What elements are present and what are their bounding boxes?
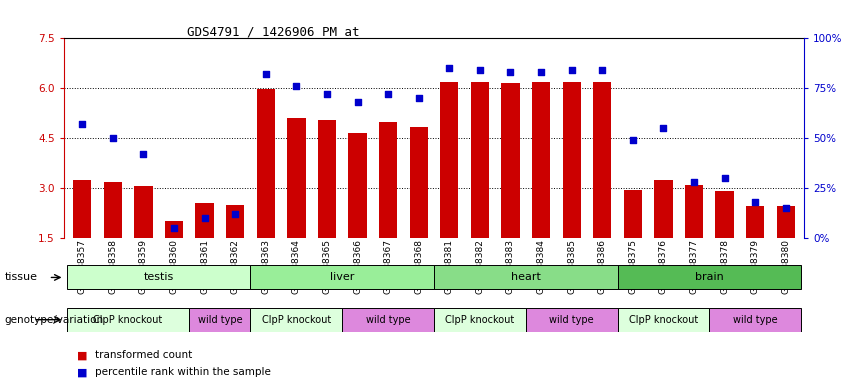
Point — [688, 179, 701, 185]
Bar — [196, 203, 214, 238]
Text: genotype/variation: genotype/variation — [4, 314, 103, 325]
Text: tissue: tissue — [4, 272, 37, 283]
Point — [167, 225, 180, 231]
Bar — [777, 207, 795, 238]
Text: liver: liver — [330, 272, 354, 283]
Point — [412, 95, 426, 101]
Bar — [73, 180, 91, 238]
Point — [228, 211, 242, 217]
Text: wild type: wild type — [366, 314, 410, 325]
Bar — [434, 308, 526, 332]
Bar — [593, 82, 612, 238]
Point — [259, 71, 272, 78]
Point — [718, 175, 732, 181]
Point — [779, 205, 792, 211]
Point — [473, 67, 487, 73]
Point — [565, 67, 579, 73]
Bar — [226, 205, 244, 238]
Text: ClpP knockout: ClpP knockout — [94, 314, 163, 325]
Bar — [287, 118, 306, 238]
Bar — [165, 222, 183, 238]
Point — [504, 69, 517, 75]
Text: ClpP knockout: ClpP knockout — [262, 314, 331, 325]
Text: heart: heart — [511, 272, 540, 283]
Text: wild type: wild type — [550, 314, 594, 325]
Point — [748, 199, 762, 205]
Bar — [250, 265, 434, 290]
Bar — [501, 83, 520, 238]
Point — [626, 137, 640, 143]
Point — [351, 99, 364, 105]
Point — [657, 125, 671, 131]
Bar — [342, 308, 434, 332]
Point — [289, 83, 303, 89]
Bar — [104, 182, 122, 238]
Text: testis: testis — [144, 272, 174, 283]
Point — [76, 121, 89, 127]
Text: ClpP knockout: ClpP knockout — [629, 314, 698, 325]
Point — [381, 91, 395, 98]
Bar — [563, 82, 581, 238]
Bar — [348, 133, 367, 238]
Point — [106, 135, 120, 141]
Text: brain: brain — [695, 272, 723, 283]
Bar — [250, 308, 342, 332]
Bar — [67, 265, 250, 290]
Bar — [624, 190, 642, 238]
Point — [534, 69, 548, 75]
Bar — [710, 308, 801, 332]
Text: wild type: wild type — [733, 314, 778, 325]
Bar — [532, 82, 551, 238]
Point — [320, 91, 334, 98]
Text: transformed count: transformed count — [95, 350, 192, 360]
Bar — [440, 82, 459, 238]
Text: ClpP knockout: ClpP knockout — [445, 314, 515, 325]
Bar — [654, 180, 672, 238]
Bar — [434, 265, 618, 290]
Point — [443, 65, 456, 71]
Bar — [317, 120, 336, 238]
Text: ■: ■ — [77, 350, 87, 360]
Bar — [256, 89, 275, 238]
Text: ■: ■ — [77, 367, 87, 377]
Bar — [471, 82, 489, 238]
Bar — [618, 265, 801, 290]
Text: GDS4791 / 1426906_PM_at: GDS4791 / 1426906_PM_at — [187, 25, 360, 38]
Bar — [685, 185, 703, 238]
Text: percentile rank within the sample: percentile rank within the sample — [95, 367, 271, 377]
Text: wild type: wild type — [197, 314, 243, 325]
Bar — [618, 308, 710, 332]
Point — [596, 67, 609, 73]
Bar — [189, 308, 250, 332]
Bar — [716, 192, 734, 238]
Bar — [379, 122, 397, 238]
Bar — [526, 308, 618, 332]
Bar — [409, 127, 428, 238]
Bar — [67, 308, 189, 332]
Point — [197, 215, 211, 221]
Point — [136, 151, 150, 157]
Bar — [134, 187, 152, 238]
Bar — [746, 207, 764, 238]
